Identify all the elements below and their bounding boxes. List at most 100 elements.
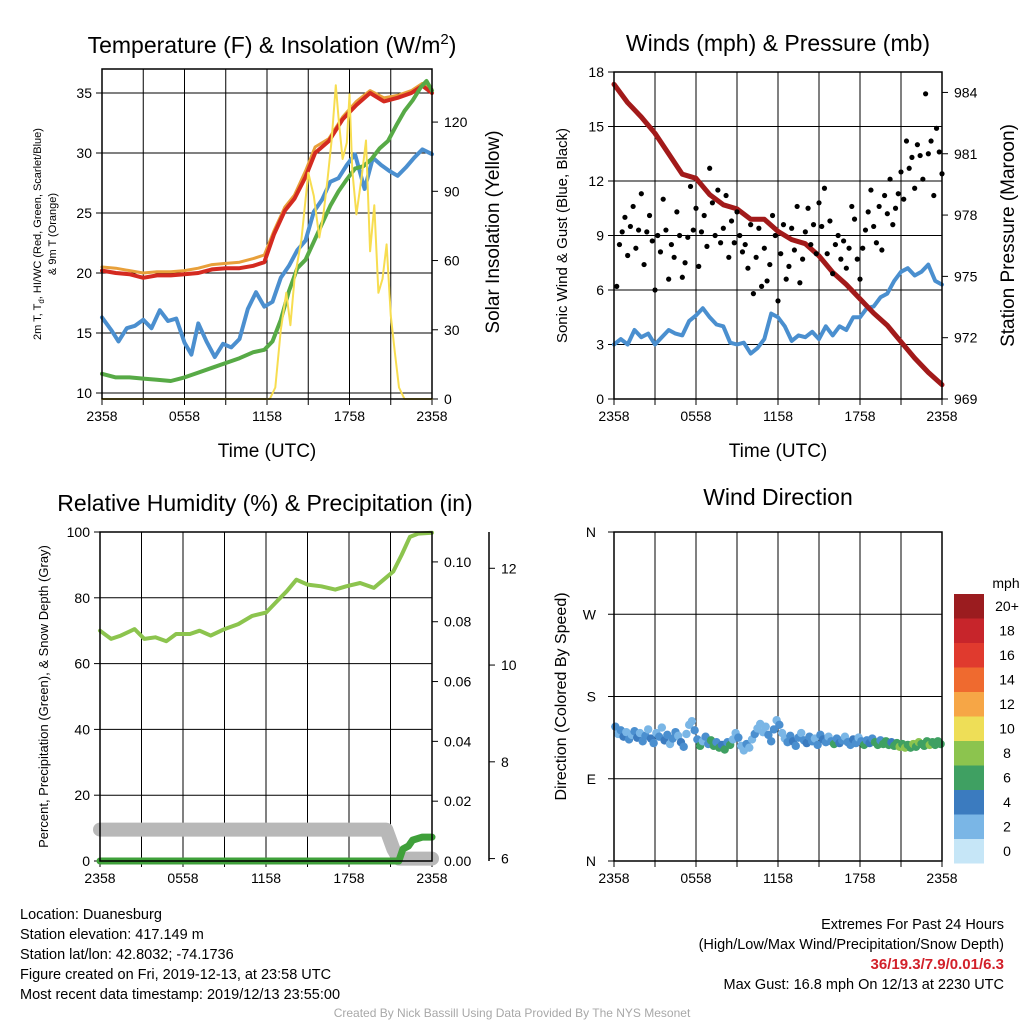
gust-point [761, 245, 767, 251]
gust-point [821, 185, 828, 191]
legend-swatch [954, 814, 984, 839]
y2-axis-label: Station Pressure (Maroon) [998, 124, 1019, 347]
gust-point [630, 203, 636, 210]
x-tick-label: 0558 [680, 870, 711, 886]
gust-point [830, 271, 836, 277]
gust-point [655, 232, 661, 239]
gust-point [720, 225, 726, 231]
gust-point [923, 91, 929, 97]
gust-point [841, 238, 847, 244]
x-tick-label: 2358 [416, 870, 447, 886]
chart-title: Winds (mph) & Pressure (mb) [626, 30, 930, 56]
direction-point [761, 722, 770, 731]
gust-point [843, 265, 849, 271]
credit-line: Created By Nick Bassill Using Data Provi… [333, 1006, 691, 1020]
gust-point [797, 280, 803, 286]
y3-tick-label: 12 [501, 560, 517, 576]
gust-point [772, 232, 778, 239]
gust-point [671, 254, 677, 260]
legend-swatch [954, 765, 984, 790]
gust-point [742, 241, 748, 248]
gust-point [756, 225, 762, 231]
legend-swatch [954, 643, 984, 668]
gust-point [739, 249, 746, 255]
gust-point [704, 243, 710, 249]
recent-timestamp: Most recent data timestamp: 2019/12/13 2… [20, 987, 341, 1003]
y-tick-label: 0 [596, 391, 604, 407]
gust-point [805, 205, 811, 211]
legend-unit: mph [992, 575, 1019, 591]
legend-swatch [954, 667, 984, 692]
direction-point [745, 743, 754, 752]
y2-tick-label: 981 [954, 146, 978, 162]
gust-point [646, 212, 653, 219]
y-tick-label: 20 [74, 787, 90, 803]
gust-point [835, 232, 841, 239]
legend-swatch [954, 692, 984, 717]
x-tick-label: 1158 [251, 870, 281, 886]
y-tick-label: 100 [67, 524, 91, 540]
x-tick-label: 1758 [334, 408, 365, 424]
gust-point [759, 283, 765, 289]
gust-point [854, 256, 860, 262]
plot-frame [613, 531, 943, 862]
gust-point [701, 212, 707, 219]
direction-point [690, 726, 699, 735]
gust-point [873, 240, 880, 246]
legend-label: 12 [999, 696, 1015, 712]
y3-tick-label: 6 [501, 851, 509, 867]
x-tick-label: 2358 [598, 870, 629, 886]
y-tick-label: N [586, 524, 596, 540]
direction-point [791, 741, 800, 751]
gust-point [745, 265, 751, 271]
gust-point [636, 227, 642, 233]
gust-point [666, 276, 672, 282]
direction-point [679, 742, 688, 751]
gust-point [931, 192, 937, 199]
gust-point [925, 151, 931, 157]
gust-point [627, 223, 634, 230]
direction-point [775, 720, 784, 730]
gust-point [731, 240, 737, 246]
y-tick-label: 0 [82, 853, 90, 869]
direction-point [813, 740, 822, 750]
gust-point [734, 209, 740, 215]
gust-point [616, 241, 623, 248]
y-tick-label: 3 [596, 337, 604, 353]
y-tick-label: 40 [74, 721, 90, 737]
chart-title: Wind Direction [703, 484, 853, 510]
gust-point [748, 222, 754, 228]
x-tick-label: 0558 [680, 408, 711, 424]
x-tick-label: 0558 [169, 408, 200, 424]
gust-point [879, 247, 885, 253]
gust-point [638, 191, 644, 197]
gust-point [674, 209, 680, 215]
winds-pressure-chart: Winds (mph) & Pressure (mb) 2358 0558 1158 1… [554, 30, 1019, 462]
direction-point [797, 728, 806, 738]
y3-tick-label: 8 [501, 754, 509, 770]
series-line-1 [100, 83, 434, 280]
gust-point [687, 183, 694, 190]
legend-swatch [954, 618, 984, 643]
legend-swatch [954, 839, 984, 864]
x-tick-label: 1758 [844, 408, 875, 424]
plot-frame [613, 71, 943, 400]
gust-point [936, 149, 942, 155]
x-tick-label: 1758 [333, 870, 364, 886]
humidity-line [98, 530, 434, 644]
legend-label: 6 [1003, 770, 1011, 786]
y-tick-label: W [583, 606, 597, 622]
direction-point [657, 723, 667, 732]
gust-point [625, 252, 631, 259]
y2-tick-label: 0.08 [444, 614, 471, 630]
gust-point [906, 165, 912, 171]
y-axis-label: Percent, Precipitation (Green), & Snow D… [36, 545, 51, 848]
gust-point [786, 263, 792, 269]
gust-point [698, 229, 705, 235]
gust-point [726, 254, 732, 260]
y-tick-label: 15 [76, 325, 92, 341]
gust-point [912, 185, 918, 191]
x-axis-label: Time (UTC) [729, 441, 828, 462]
y2-tick-label: 0 [444, 391, 452, 407]
y-tick-label: 30 [76, 145, 92, 161]
